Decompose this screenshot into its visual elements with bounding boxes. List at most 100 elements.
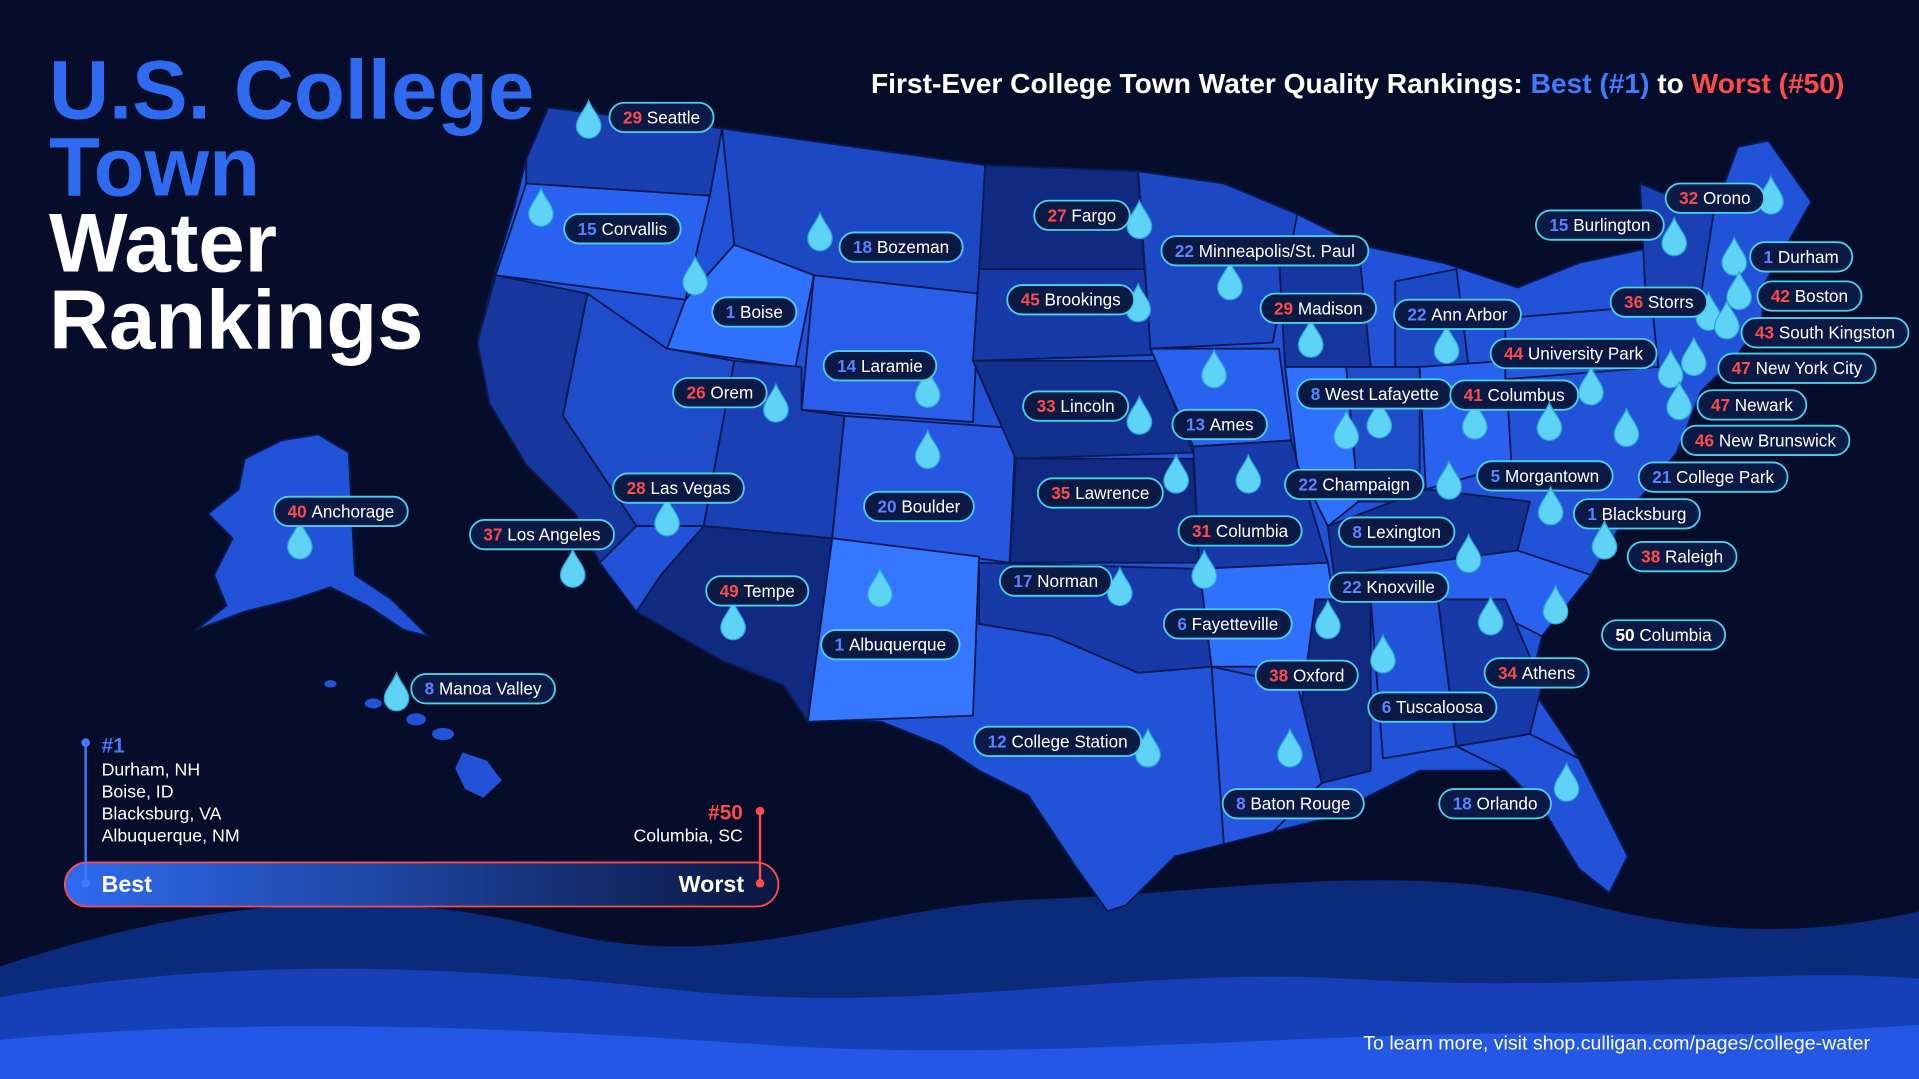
city-marker: 22 Champaign xyxy=(1284,409,1425,501)
city-label: 34 Athens xyxy=(1498,663,1575,683)
title-line: Water xyxy=(49,197,277,290)
city-label: 21 College Park xyxy=(1652,467,1774,487)
city-marker: 18 Bozeman xyxy=(807,211,964,263)
island xyxy=(324,680,337,688)
water-drop xyxy=(1315,598,1341,640)
water-drop xyxy=(1714,299,1740,340)
city-rank: 29 xyxy=(623,107,642,127)
city-label: 12 College Station xyxy=(988,731,1128,751)
city-name: Seattle xyxy=(647,107,700,127)
city-rank: 22 xyxy=(1175,241,1194,261)
legend-town: Boise, ID xyxy=(102,782,174,802)
subtitle: First-Ever College Town Water Quality Ra… xyxy=(871,68,1844,99)
city-pill xyxy=(1438,788,1552,820)
city-label: 44 University Park xyxy=(1504,344,1643,364)
city-marker: 32 Orono xyxy=(1664,174,1784,215)
city-pill xyxy=(1221,788,1365,820)
city-name: Ann Arbor xyxy=(1431,304,1507,324)
city-pill xyxy=(1328,571,1450,603)
city-name: Las Vegas xyxy=(650,478,730,498)
city-marker: 34 Athens xyxy=(1477,595,1590,689)
city-name: Norman xyxy=(1037,571,1098,591)
city-pill xyxy=(711,296,798,328)
city-marker: 28 Las Vegas xyxy=(612,472,745,537)
water-drop xyxy=(1333,409,1360,450)
city-name: Bozeman xyxy=(877,237,949,257)
city-pill xyxy=(672,377,768,409)
city-name: Columbia xyxy=(1216,521,1289,541)
city-label: 17 Norman xyxy=(1013,571,1098,591)
city-marker: 21 College Park xyxy=(1613,406,1789,493)
legend-dot xyxy=(81,738,90,747)
water-drop xyxy=(914,428,941,470)
city-rank: 31 xyxy=(1192,521,1212,541)
city-pill xyxy=(1254,659,1359,691)
water-drop xyxy=(1297,317,1324,358)
city-name: College Station xyxy=(1011,731,1127,751)
city-marker: 1 Blacksburg xyxy=(1537,485,1701,530)
city-marker: 8 Baton Rouge xyxy=(1221,727,1365,820)
city-marker: 22 Knoxville xyxy=(1328,532,1482,603)
city-marker: 45 Brookings xyxy=(1006,282,1152,323)
city-marker: 38 Oxford xyxy=(1254,598,1359,691)
city-rank: 22 xyxy=(1299,474,1318,494)
city-marker: 40 Anchorage xyxy=(273,495,409,560)
city-rank: 26 xyxy=(687,383,706,403)
legend-dot xyxy=(755,806,765,816)
city-label: 6 Tuscaloosa xyxy=(1382,697,1484,717)
city-rank: 27 xyxy=(1048,205,1067,225)
city-rank: 8 xyxy=(1311,384,1321,404)
city-marker: 37 Los Angeles xyxy=(469,519,615,588)
city-label: 47 Newark xyxy=(1711,395,1793,415)
city-rank: 18 xyxy=(1453,794,1472,814)
city-marker: 1 Durham xyxy=(1721,235,1854,276)
city-label: 50 Columbia xyxy=(1615,625,1712,645)
city-marker: 22 Ann Arbor xyxy=(1393,298,1522,364)
city-rank: 38 xyxy=(1641,547,1660,567)
legend-best: Best xyxy=(102,871,153,897)
city-rank: 33 xyxy=(1037,396,1056,416)
city-marker: 14 Laramie xyxy=(822,350,941,408)
city-rank: 8 xyxy=(425,679,435,699)
city-pill xyxy=(998,565,1113,597)
city-rank: 21 xyxy=(1652,467,1672,487)
city-label: 42 Boston xyxy=(1771,286,1848,306)
water-drop xyxy=(1553,761,1580,802)
city-label: 22 Champaign xyxy=(1299,474,1410,494)
subtitle-lead: First-Ever College Town Water Quality Ra… xyxy=(871,68,1523,99)
city-label: 27 Fargo xyxy=(1048,205,1117,225)
city-name: Boston xyxy=(1795,286,1848,306)
city-pill xyxy=(1036,477,1164,509)
city-label: 32 Orono xyxy=(1679,188,1750,208)
city-label: 1 Durham xyxy=(1764,247,1839,267)
city-pill xyxy=(973,725,1143,757)
water-drop xyxy=(1461,399,1488,440)
water-drop xyxy=(1366,398,1393,439)
city-pill xyxy=(838,231,964,263)
city-rank: 43 xyxy=(1755,323,1774,343)
city-pill xyxy=(612,472,745,504)
hawaii xyxy=(324,680,502,798)
water-drop xyxy=(286,519,313,560)
state xyxy=(1455,733,1629,894)
city-name: Orono xyxy=(1703,188,1751,208)
city-name: New York City xyxy=(1756,358,1863,378)
city-pill xyxy=(1449,379,1580,411)
city-label: 37 Los Angeles xyxy=(483,525,600,545)
title-line: Town xyxy=(49,121,260,214)
city-rank: 29 xyxy=(1274,298,1293,318)
city-rank: 18 xyxy=(853,237,872,257)
city-pill xyxy=(1637,461,1789,493)
city-label: 41 Columbus xyxy=(1464,385,1565,405)
city-name: Burlington xyxy=(1573,215,1650,235)
city-label: 8 Manoa Valley xyxy=(425,679,542,699)
island xyxy=(364,698,382,709)
city-pill xyxy=(863,490,975,523)
legend-town: Albuquerque, NM xyxy=(102,826,240,846)
city-marker: 20 Boulder xyxy=(863,428,975,523)
city-label: 14 Laramie xyxy=(837,356,923,376)
city-name: Manoa Valley xyxy=(439,679,542,699)
city-rank: 6 xyxy=(1177,614,1187,634)
title-line: Rankings xyxy=(49,274,424,367)
